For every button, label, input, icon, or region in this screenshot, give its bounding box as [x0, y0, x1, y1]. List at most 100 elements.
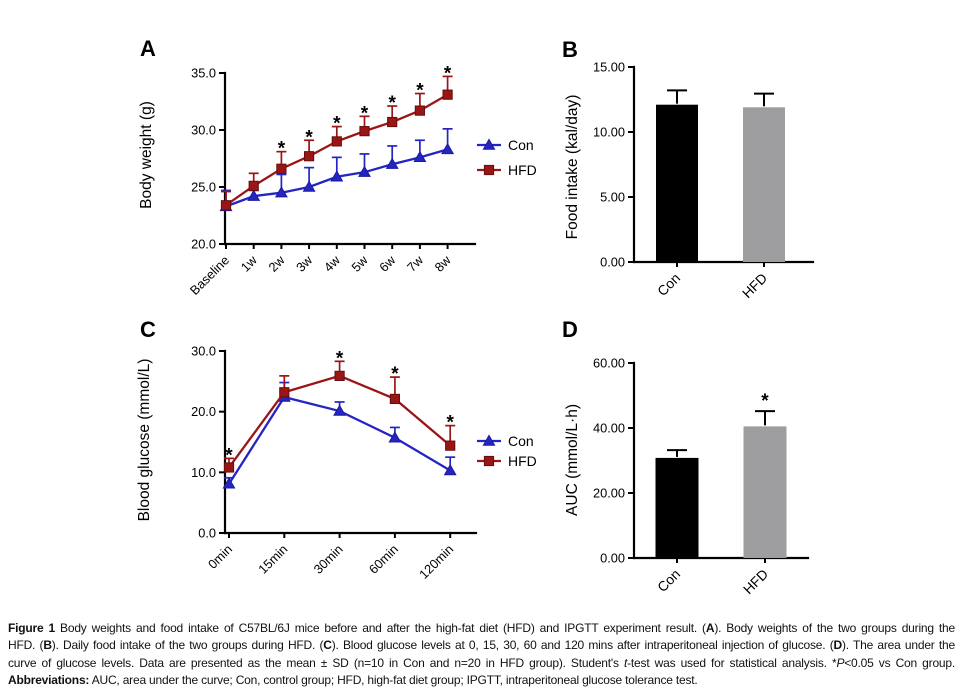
- x-tick-label: 60min: [366, 542, 401, 577]
- square-marker: [276, 163, 287, 174]
- y-tick-label: 40.00: [593, 421, 625, 436]
- y-axis-label: AUC (mmol/L·h): [564, 404, 581, 516]
- triangle-marker: [222, 477, 236, 489]
- x-tick-label: Con: [655, 567, 684, 596]
- x-tick-label: 3w: [293, 252, 316, 275]
- caption-text: ). Blood glucose levels at 0, 15, 30, 60…: [331, 638, 834, 653]
- y-axis-label: Blood glucose (mmol/L): [136, 359, 153, 522]
- y-tick-label: 25.0: [191, 180, 216, 195]
- square-marker: [223, 462, 235, 473]
- x-tick-label: HFD: [740, 566, 771, 597]
- significance-star: *: [278, 139, 286, 160]
- significance-star: *: [225, 445, 233, 466]
- x-tick-label: 4w: [321, 252, 344, 275]
- triangle-marker: [443, 463, 457, 476]
- triangle-marker: [333, 404, 347, 416]
- caption-bold-text: B: [43, 638, 52, 653]
- bar-hfd: [743, 426, 787, 558]
- x-tick-label: 2w: [265, 252, 288, 275]
- y-tick-label: 35.0: [191, 66, 216, 81]
- y-tick-label: 10.0: [191, 465, 216, 480]
- x-tick-label: Baseline: [187, 253, 232, 298]
- series-line: [228, 374, 451, 469]
- triangle-marker: [247, 189, 261, 201]
- bar-con: [655, 457, 699, 558]
- caption-line: Abbreviations: AUC, area under the curve…: [8, 672, 955, 689]
- x-tick-label: 6w: [376, 252, 399, 275]
- panel-letter: C: [140, 317, 156, 342]
- y-axis-label: Body weight (g): [138, 101, 155, 209]
- caption-italic-text: t: [623, 655, 628, 670]
- y-tick-label: 0.0: [198, 526, 216, 541]
- y-tick-label: 5.00: [600, 190, 625, 205]
- figure-caption: Figure 1 Body weights and food intake of…: [8, 620, 955, 690]
- legend-square-marker: [483, 164, 495, 176]
- caption-text: Body weights and food intake of C57BL/6J…: [55, 621, 706, 635]
- x-tick-label: 8w: [432, 252, 455, 275]
- y-tick-label: 20.0: [191, 237, 216, 252]
- y-tick-label: 15.00: [593, 60, 625, 75]
- significance-star: *: [361, 103, 369, 124]
- square-marker: [389, 393, 400, 405]
- caption-bold-text: D: [833, 638, 843, 653]
- triangle-marker: [302, 180, 316, 192]
- panel-letter: D: [562, 317, 578, 342]
- panel-b-food-intake-chart: B Food intake (kal/day) 0.00 5.00 10.00 15.00…: [552, 22, 957, 312]
- legend-label: HFD: [508, 453, 537, 469]
- legend-triangle-marker: [482, 138, 496, 150]
- y-tick-label: 0.00: [600, 551, 625, 566]
- square-marker: [334, 370, 345, 381]
- caption-text: curve of glucose levels. Data are presen…: [8, 655, 624, 670]
- triangle-marker: [358, 165, 371, 177]
- square-marker: [331, 136, 342, 147]
- caption-text: ). Body weights of the two groups during…: [714, 621, 956, 635]
- chart-svg-c: C Blood glucose (mmol/L) 0.0 10.0 20.0 30.0 0m…: [136, 317, 537, 582]
- significance-star: *: [388, 93, 396, 114]
- panel-a-body-weight-chart: A Body weight (g) 20.0 25.0 30.0 35.0 Baseline…: [130, 22, 555, 312]
- x-tick-label: 5w: [348, 252, 371, 275]
- x-tick-label: HFD: [739, 270, 770, 301]
- panel-letter: B: [562, 37, 578, 62]
- square-marker: [304, 151, 315, 162]
- square-marker: [248, 180, 259, 191]
- y-tick-label: 0.00: [600, 255, 625, 270]
- caption-text: HFD. (: [8, 638, 44, 653]
- triangle-marker: [274, 186, 288, 198]
- square-marker: [359, 126, 370, 137]
- x-tick-label: 15min: [255, 542, 290, 577]
- caption-italic-text: P: [836, 655, 845, 670]
- square-marker: [442, 89, 453, 100]
- triangle-marker: [413, 150, 427, 163]
- significance-star: *: [336, 348, 344, 369]
- square-marker: [220, 200, 232, 211]
- legend-triangle-marker: [482, 434, 496, 446]
- triangle-marker: [385, 157, 399, 169]
- square-marker: [445, 440, 456, 451]
- significance-star: *: [305, 127, 313, 148]
- legend-label: HFD: [508, 162, 537, 178]
- y-tick-label: 20.00: [593, 486, 625, 501]
- square-marker: [414, 105, 425, 116]
- caption-line: curve of glucose levels. Data are presen…: [8, 655, 955, 672]
- triangle-marker: [441, 142, 455, 155]
- series-hfd: [223, 360, 456, 473]
- legend-label: Con: [508, 137, 534, 153]
- square-marker: [279, 387, 290, 398]
- caption-text: ). The area under the: [841, 638, 955, 653]
- caption-text: -test was used for statistical analysis.…: [627, 655, 837, 670]
- panel-c-blood-glucose-chart: C Blood glucose (mmol/L) 0.0 10.0 20.0 30.0 0m…: [130, 312, 555, 612]
- legend-item-hfd: HFD: [477, 453, 537, 469]
- panel-d-auc-chart: D AUC (mmol/L·h) 0.00 20.00 40.00 60.00 Con HFD…: [552, 312, 957, 612]
- caption-bold-text: Figure 1: [8, 621, 55, 635]
- caption-text: AUC, area under the curve; Con, control …: [89, 673, 698, 688]
- series-line: [225, 93, 449, 207]
- x-tick-label: 1w: [238, 252, 261, 275]
- bar-con: [656, 104, 698, 262]
- series-con: [222, 381, 457, 489]
- significance-star: *: [333, 114, 341, 135]
- legend-label: Con: [508, 433, 534, 449]
- significance-star: *: [761, 391, 769, 412]
- triangle-marker: [330, 170, 344, 182]
- caption-line: HFD. (B). Daily food intake of the two g…: [8, 637, 955, 654]
